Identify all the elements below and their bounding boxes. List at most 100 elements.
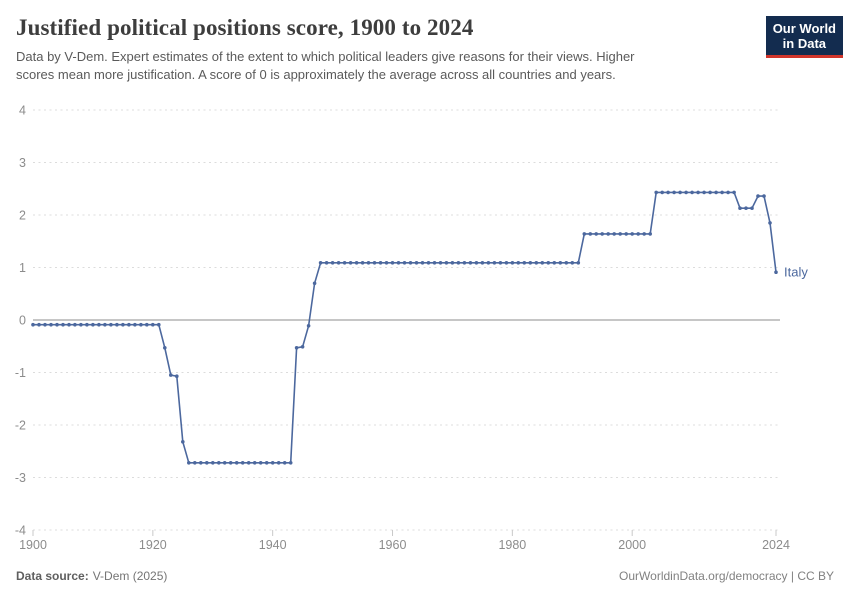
data-point[interactable] [414, 261, 419, 265]
data-point[interactable] [486, 261, 491, 265]
data-point[interactable] [630, 232, 634, 236]
data-point[interactable] [300, 345, 305, 349]
data-point[interactable] [564, 261, 569, 265]
data-point[interactable] [67, 322, 71, 327]
data-point[interactable] [738, 206, 742, 210]
data-point[interactable] [348, 261, 353, 265]
data-point[interactable] [181, 440, 185, 444]
data-point[interactable] [306, 324, 311, 328]
data-point[interactable] [774, 270, 778, 274]
data-point[interactable] [157, 322, 161, 327]
data-point[interactable] [744, 206, 748, 210]
data-point[interactable] [540, 261, 545, 265]
data-point[interactable] [91, 322, 95, 327]
data-point[interactable] [217, 461, 221, 465]
data-point[interactable] [240, 461, 245, 465]
data-point[interactable] [222, 461, 227, 465]
data-point[interactable] [684, 190, 688, 195]
data-point[interactable] [660, 190, 664, 195]
data-point[interactable] [246, 461, 251, 465]
data-point[interactable] [510, 261, 515, 265]
data-point[interactable] [264, 461, 269, 465]
data-point[interactable] [187, 461, 191, 465]
data-point[interactable] [702, 190, 706, 195]
data-point[interactable] [175, 374, 179, 379]
data-point[interactable] [528, 261, 533, 265]
data-point[interactable] [642, 232, 646, 236]
data-point[interactable] [432, 261, 437, 265]
data-point[interactable] [390, 261, 395, 265]
data-point[interactable] [570, 261, 575, 265]
data-point[interactable] [666, 190, 670, 195]
data-point[interactable] [498, 261, 503, 265]
data-point[interactable] [79, 322, 83, 327]
data-point[interactable] [360, 261, 365, 265]
data-point[interactable] [336, 261, 341, 265]
data-point[interactable] [282, 461, 287, 465]
data-point[interactable] [37, 322, 41, 327]
data-point[interactable] [426, 261, 431, 265]
data-point[interactable] [384, 261, 389, 265]
data-point[interactable] [678, 190, 682, 195]
data-point[interactable] [354, 261, 359, 265]
data-point[interactable] [708, 190, 712, 195]
data-point[interactable] [55, 322, 59, 327]
data-point[interactable] [552, 261, 557, 265]
data-point[interactable] [588, 232, 593, 236]
data-point[interactable] [97, 322, 101, 327]
data-point[interactable] [163, 346, 167, 350]
data-point[interactable] [199, 461, 203, 465]
data-point[interactable] [378, 261, 383, 265]
data-point[interactable] [546, 261, 551, 265]
data-point[interactable] [636, 232, 640, 236]
data-point[interactable] [366, 261, 371, 265]
data-point[interactable] [654, 190, 658, 195]
data-point[interactable] [342, 261, 347, 265]
data-point[interactable] [672, 190, 676, 195]
series-line-italy[interactable] [32, 191, 777, 464]
data-point[interactable] [516, 261, 521, 265]
data-point[interactable] [690, 190, 694, 195]
data-point[interactable] [762, 194, 766, 198]
data-point[interactable] [726, 190, 730, 195]
credit-link[interactable]: OurWorldinData.org/democracy | CC BY [619, 569, 834, 583]
data-point[interactable] [612, 232, 616, 236]
data-point[interactable] [318, 261, 323, 265]
data-point[interactable] [139, 322, 143, 327]
data-point[interactable] [468, 261, 473, 265]
data-point[interactable] [151, 322, 155, 327]
data-point[interactable] [408, 261, 413, 265]
data-point[interactable] [276, 461, 281, 465]
data-point[interactable] [145, 322, 149, 327]
data-point[interactable] [115, 322, 119, 327]
data-point[interactable] [522, 261, 527, 265]
data-point[interactable] [594, 232, 598, 236]
data-point[interactable] [211, 461, 215, 465]
data-point[interactable] [618, 232, 622, 236]
data-point[interactable] [624, 232, 628, 236]
data-point[interactable] [750, 206, 754, 210]
data-point[interactable] [31, 322, 35, 327]
data-point[interactable] [193, 461, 197, 465]
data-point[interactable] [648, 232, 652, 236]
data-point[interactable] [492, 261, 497, 265]
data-point[interactable] [558, 261, 563, 265]
data-point[interactable] [234, 461, 239, 465]
data-point[interactable] [504, 261, 509, 265]
data-point[interactable] [582, 232, 587, 236]
data-point[interactable] [474, 261, 479, 265]
data-point[interactable] [462, 261, 467, 265]
data-point[interactable] [456, 261, 461, 265]
data-point[interactable] [600, 232, 604, 236]
data-point[interactable] [49, 322, 53, 327]
data-point[interactable] [420, 261, 425, 265]
data-point[interactable] [121, 322, 125, 327]
data-point[interactable] [450, 261, 455, 265]
data-point[interactable] [402, 261, 407, 265]
data-point[interactable] [732, 190, 736, 195]
data-point[interactable] [606, 232, 610, 236]
data-point[interactable] [127, 322, 131, 327]
data-point[interactable] [534, 261, 539, 265]
data-point[interactable] [330, 261, 335, 265]
data-point[interactable] [133, 322, 137, 327]
